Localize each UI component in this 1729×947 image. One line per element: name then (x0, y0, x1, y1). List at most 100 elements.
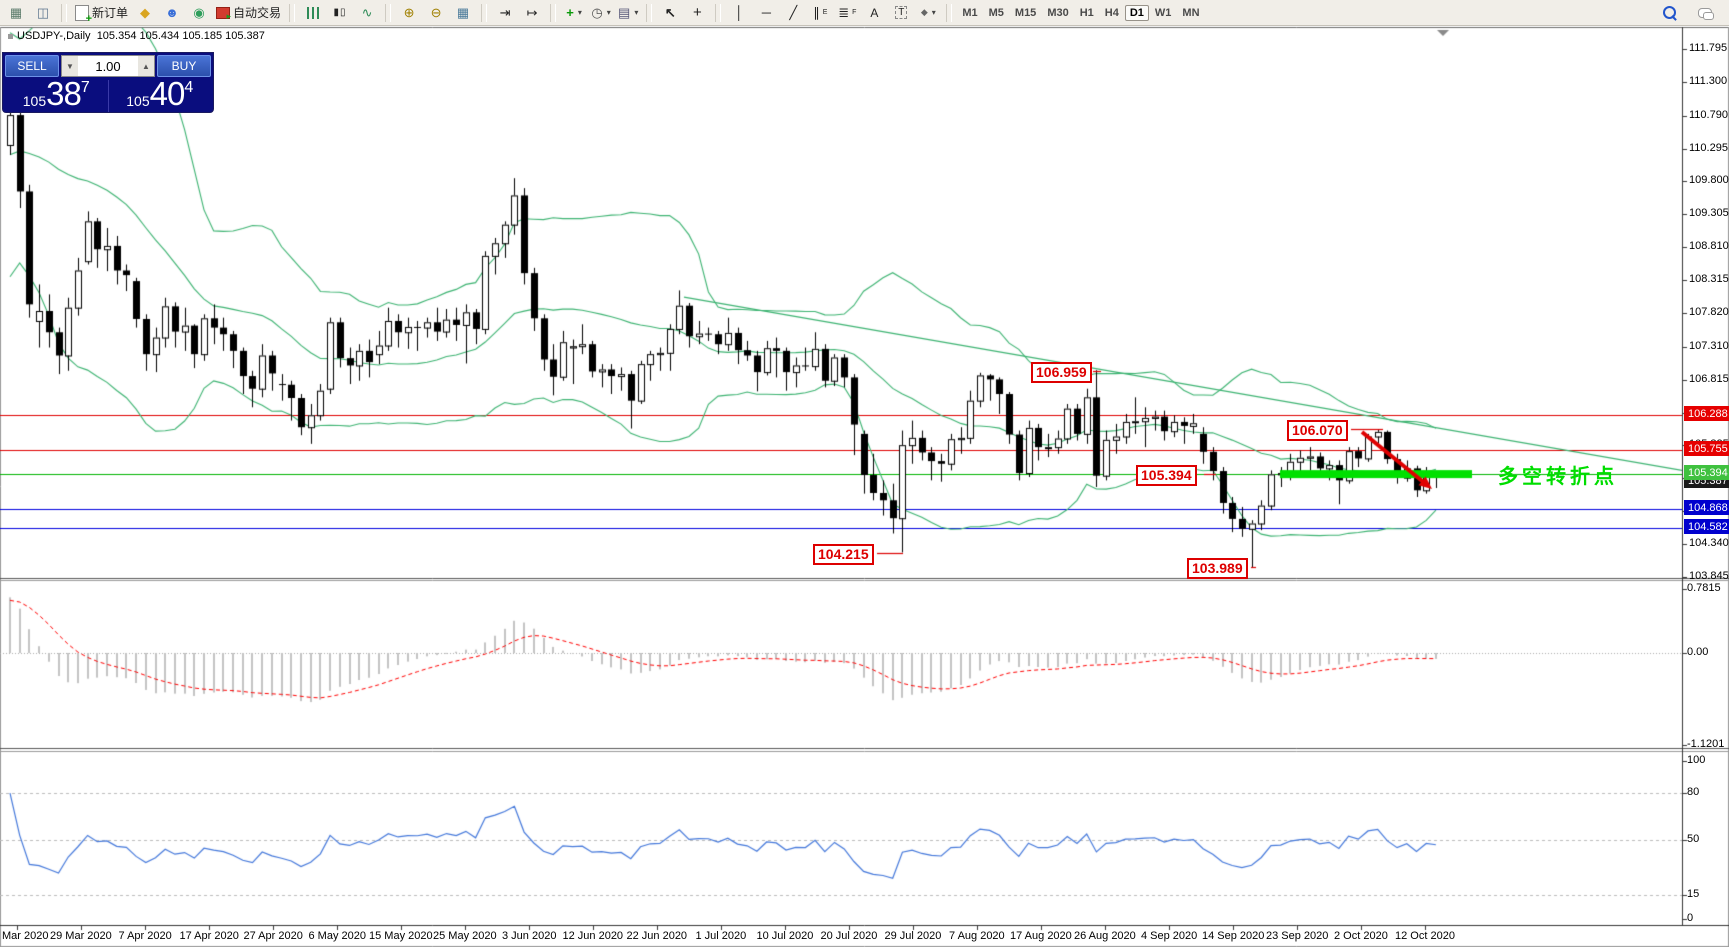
price-label-box[interactable]: 105.394 (1136, 465, 1197, 486)
toolbar-separator (481, 3, 488, 22)
price-axis-tick: 104.340 (1689, 537, 1729, 550)
volume-value[interactable]: 1.00 (95, 58, 121, 74)
crosshair-icon[interactable]: + (692, 4, 702, 21)
toolbar-separator (61, 3, 67, 22)
text-tool-icon[interactable]: A (870, 5, 879, 20)
trendline-icon[interactable]: ╱ (789, 5, 798, 20)
date-label: 29 Mar 2020 (50, 930, 112, 942)
date-label: 12 Oct 2020 (1395, 930, 1455, 942)
date-label: 27 Apr 2020 (243, 930, 303, 942)
ohlc-values: 105.354 105.434 105.185 105.387 (96, 30, 265, 42)
date-label: 23 Sep 2020 (1266, 930, 1329, 942)
date-label: 26 Aug 2020 (1074, 930, 1136, 942)
new-order-icon (75, 4, 92, 25)
toolbar-separator (385, 3, 392, 22)
text-label-tool-icon[interactable]: T (888, 3, 914, 23)
date-label: 1 Jul 2020 (695, 930, 747, 942)
level-price-label: 105.755 (1684, 441, 1729, 457)
date-label: 17 Apr 2020 (179, 930, 239, 942)
price-axis-tick: 106.815 (1689, 372, 1729, 385)
toolbar-separator (946, 3, 953, 22)
price-label-box[interactable]: 104.215 (813, 544, 874, 565)
price-label-box[interactable]: 103.989 (1187, 558, 1248, 579)
fibonacci-icon[interactable]: ≣ F (838, 5, 857, 20)
bar-chart-icon[interactable] (300, 3, 326, 23)
cursor-icon[interactable]: ↖ (664, 5, 676, 20)
horizontal-line-icon[interactable]: ─ (761, 5, 771, 20)
chart-shift-icon[interactable]: ↦ (526, 5, 538, 20)
volume-down-icon[interactable]: ▼ (62, 56, 78, 76)
price-axis-tick: 110.790 (1689, 108, 1728, 121)
macd-axis-tick: -1.1201 (1687, 737, 1725, 750)
main-toolbar: ▦ ◫ 新订单 ◆ ☻ ◉ 自动交易 ▮▯ ∿ ⊕ ⊖ ▦ ⇥ ↦ +▾ ◷▾ … (0, 0, 1729, 26)
chat-icon[interactable] (1692, 3, 1718, 23)
new-chart-icon[interactable]: ▦ (9, 5, 23, 20)
periods-icon[interactable]: ◷ ▾ (591, 5, 611, 20)
tab-timeframe-d1[interactable]: D1 (1124, 4, 1149, 21)
equidistant-channel-icon[interactable]: ∥ E (813, 5, 828, 20)
chart-title: USDJPY-,Daily 105.354 105.434 105.185 10… (8, 30, 265, 42)
line-chart-icon[interactable]: ∿ (361, 5, 373, 20)
buy-button[interactable]: BUY (157, 55, 211, 77)
date-label: 14 Sep 2020 (1202, 930, 1265, 942)
tab-timeframe-m5[interactable]: M5 (988, 6, 1004, 19)
new-order-button[interactable]: 新订单 (72, 3, 131, 25)
level-price-label: 106.288 (1684, 405, 1729, 421)
alerts-icon[interactable]: ◉ (193, 5, 205, 20)
autotrading-icon (216, 6, 231, 22)
date-label: 20 Jul 2020 (820, 930, 878, 942)
macd-axis-tick: 0.00 (1687, 646, 1709, 658)
volume-stepper[interactable]: ▼ 1.00 ▲ (61, 55, 155, 77)
candlestick-chart-icon[interactable]: ▮▯ (333, 6, 347, 18)
profiles-icon[interactable]: ◫ (36, 5, 50, 20)
chevron-down-icon: ▾ (634, 8, 639, 17)
rsi-axis-tick: 100 (1687, 754, 1706, 766)
autotrading-button[interactable]: 自动交易 (213, 3, 284, 23)
market-watch-icon[interactable]: ☻ (165, 5, 179, 20)
date-label: 12 Jun 2020 (562, 930, 624, 942)
metaeditor-icon[interactable]: ◆ (140, 5, 151, 20)
sell-button[interactable]: SELL (5, 55, 59, 77)
new-order-label: 新订单 (92, 6, 129, 20)
shapes-icon[interactable]: ◆ ▾ (920, 7, 936, 18)
toolbar-separator (715, 3, 722, 22)
tab-timeframe-w1[interactable]: W1 (1154, 6, 1172, 19)
price-axis-tick: 109.800 (1689, 174, 1729, 187)
toolbar-right-group (1656, 3, 1726, 23)
bid-price: 105 38 7 (22, 75, 90, 113)
pivot-annotation-text[interactable]: 多空转折点 (1498, 466, 1618, 488)
price-axis-tick: 108.810 (1689, 240, 1729, 253)
tab-timeframe-m1[interactable]: M1 (962, 6, 978, 19)
price-label-box[interactable]: 106.070 (1287, 420, 1348, 441)
date-label: 3 Jun 2020 (502, 930, 557, 942)
price-label-box[interactable]: 106.959 (1031, 362, 1092, 383)
zoom-out-icon[interactable]: ⊖ (430, 5, 442, 20)
tab-timeframe-h4[interactable]: H4 (1104, 6, 1119, 19)
tab-timeframe-m30[interactable]: M30 (1047, 6, 1069, 19)
indicators-icon[interactable]: + ▾ (566, 5, 582, 20)
price-axis-tick: 107.310 (1689, 339, 1729, 352)
volume-up-icon[interactable]: ▲ (138, 56, 154, 76)
tab-timeframe-mn[interactable]: MN (1182, 6, 1200, 19)
symbol-period-label: USDJPY-,Daily (17, 30, 91, 42)
tab-timeframe-h1[interactable]: H1 (1079, 6, 1094, 19)
level-price-label: 105.394 (1684, 465, 1729, 481)
auto-scroll-icon[interactable]: ⇥ (499, 5, 511, 20)
toolbar-separator (550, 3, 557, 22)
date-label: 15 May 2020 (369, 930, 433, 942)
vertical-line-icon[interactable]: │ (735, 5, 744, 20)
tab-timeframe-m15[interactable]: M15 (1014, 6, 1037, 19)
zoom-in-icon[interactable]: ⊕ (403, 5, 415, 20)
date-label: 10 Jul 2020 (756, 930, 814, 942)
chevron-down-icon: ▾ (931, 8, 936, 17)
price-axis-tick: 107.820 (1689, 305, 1729, 318)
rsi-axis-tick: 15 (1687, 888, 1700, 901)
bid-ask-divider (107, 80, 109, 112)
tile-windows-icon[interactable]: ▦ (456, 5, 470, 20)
symbol-dot-icon (8, 33, 13, 39)
templates-icon[interactable]: ▤ ▾ (618, 5, 639, 20)
macd-axis-tick: 0.7815 (1687, 581, 1721, 594)
search-icon[interactable] (1656, 3, 1682, 23)
